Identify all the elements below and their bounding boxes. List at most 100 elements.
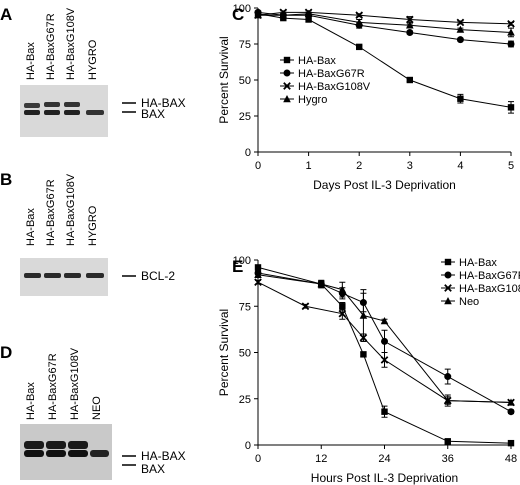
- panel-e: E 0 25 50 75 100 0 12 24 36 48 Hours Post IL-3 Dep…: [217, 255, 520, 485]
- chart-c-point-3-2: [304, 9, 313, 17]
- band-label-b-bcl2: BCL-2: [141, 269, 175, 283]
- panel-letter-a: A: [0, 5, 12, 24]
- chart-c-legend-label-1: HA-BaxG67R: [298, 68, 365, 80]
- chart-e-xlabel: Hours Post IL-3 Deprivation: [311, 471, 458, 485]
- band-a-bax-3: [64, 110, 80, 115]
- chart-e-point-2-2: [338, 309, 347, 318]
- band-d-bax-4: [90, 450, 109, 457]
- band-d-bax-1: [24, 450, 44, 457]
- chart-c-legend-label-2: HA-BaxG108V: [298, 81, 371, 93]
- chart-e-xtick-label-2: 24: [378, 453, 390, 465]
- chart-c-point-2-4: [405, 15, 414, 24]
- chart-c-ytick-label-1: 25: [239, 111, 251, 123]
- lane-label-b-4: HYGRO: [87, 205, 99, 246]
- chart-c-point-3-1: [279, 11, 288, 19]
- band-b-bcl2-4: [86, 273, 104, 278]
- band-d-bax-2: [46, 450, 66, 457]
- band-d-habax-1: [24, 441, 44, 449]
- chart-c-xtick-label-4: 4: [457, 160, 463, 172]
- chart-e-point-2-4: [380, 356, 389, 364]
- chart-e-point-3-3: [359, 311, 368, 319]
- chart-e-point-1-5: [444, 373, 452, 381]
- chart-e-legend-label-3: Neo: [459, 296, 479, 308]
- chart-c-point-2-3: [355, 11, 364, 20]
- chart-c-series-0: [254, 10, 515, 114]
- lane-label-d-2: HA-BaxG67R: [47, 353, 59, 420]
- lane-label-a-1: HA-Bax: [25, 42, 37, 80]
- band-label-a-habax: HA-BAX: [141, 96, 186, 110]
- chart-e-point-3-1: [317, 280, 326, 288]
- chart-c-point-1-6: [507, 40, 515, 48]
- chart-c-ytick-label-4: 100: [233, 3, 251, 15]
- chart-e-point-0-5: [444, 438, 451, 445]
- chart-c-xtick-label-2: 2: [356, 160, 362, 172]
- chart-c-series-line-0: [257, 13, 512, 108]
- blot-d: [20, 424, 112, 480]
- band-d-habax-3: [68, 441, 88, 449]
- blot-b: [20, 258, 108, 296]
- chart-c-ytick-label-2: 50: [239, 75, 251, 87]
- chart-c-point-2-6: [507, 20, 515, 28]
- chart-e-xtick-label-3: 36: [442, 453, 454, 465]
- chart-e-point-3-0: [254, 270, 262, 278]
- chart-e-point-0-4: [381, 408, 388, 415]
- chart-e-ytick-label-4: 100: [233, 255, 251, 267]
- chart-c-ytick-label-3: 75: [239, 39, 251, 51]
- chart-c-point-0-2: [305, 16, 312, 23]
- lane-label-b-2: HA-BaxG67R: [45, 179, 57, 246]
- chart-c-point-1-5: [456, 36, 464, 44]
- band-label-d-bax: BAX: [141, 462, 165, 476]
- chart-c-xtick-label-0: 0: [255, 160, 261, 172]
- lane-label-d-3: HA-BaxG108V: [69, 347, 81, 420]
- band-a-habax-1: [24, 103, 40, 108]
- chart-e-point-0-6: [507, 439, 515, 447]
- chart-e-legend-label-1: HA-BaxG67R: [459, 270, 520, 282]
- chart-c-legend-label-0: HA-Bax: [298, 55, 336, 67]
- panel-b: B HA-Bax HA-BaxG67R HA-BaxG108V HYGRO BC…: [0, 170, 175, 296]
- lane-labels-a: HA-Bax HA-BaxG67R HA-BaxG108V HYGRO: [25, 7, 99, 80]
- panel-letter-b: B: [0, 170, 12, 189]
- chart-c-point-3-0: [254, 11, 262, 19]
- lane-label-d-1: HA-Bax: [25, 382, 37, 420]
- chart-c-legend-marker-1: [283, 69, 291, 77]
- panel-letter-c: C: [232, 5, 244, 24]
- band-a-bax-1: [24, 110, 40, 115]
- chart-c-point-3-6: [507, 28, 515, 36]
- chart-e-ytick-label-1: 25: [239, 394, 251, 406]
- chart-c-series-2: [254, 8, 515, 28]
- chart-c-ylabel: Percent Survival: [217, 36, 231, 123]
- chart-c-ytick-label-0: 0: [245, 147, 251, 159]
- chart-e-legend-marker-1: [444, 271, 452, 279]
- band-a-habax-2: [44, 102, 60, 107]
- chart-c-xtick-label-5: 5: [508, 160, 514, 172]
- chart-c-series-3: [254, 9, 515, 38]
- chart-e-point-0-0: [254, 264, 262, 271]
- chart-c-legend-marker-2: [283, 82, 291, 90]
- band-d-habax-2: [46, 441, 66, 449]
- chart-e-ytick-label-2: 50: [239, 348, 251, 360]
- chart-c-point-3-4: [406, 21, 414, 29]
- lane-labels-b: HA-Bax HA-BaxG67R HA-BaxG108V HYGRO: [25, 173, 99, 246]
- chart-e-point-2-1: [301, 302, 310, 311]
- chart-c-legend-label-3: Hygro: [298, 94, 327, 106]
- chart-c-xtick-label-3: 3: [407, 160, 413, 172]
- chart-c-point-0-6: [507, 104, 515, 111]
- chart-e-legend-label-2: HA-BaxG108V: [459, 283, 520, 295]
- chart-e-point-0-3: [360, 351, 367, 358]
- panel-a: A HA-Bax HA-BaxG67R HA-BaxG108V HYGRO HA…: [0, 5, 186, 137]
- chart-c-point-3-5: [456, 25, 465, 33]
- band-b-bcl2-2: [44, 273, 61, 278]
- chart-e-xtick-label-1: 12: [315, 453, 327, 465]
- chart-c-point-0-3: [356, 43, 363, 51]
- chart-e-legend-marker-3: [444, 297, 452, 305]
- chart-e: 0 25 50 75 100 0 12 24 36 48 Hours Post IL-3 Depri…: [217, 255, 520, 485]
- blot-a: [20, 85, 108, 137]
- chart-e-legend-marker-0: [444, 258, 452, 266]
- chart-e-series-3: [254, 270, 515, 406]
- chart-e-xtick-label-4: 48: [505, 453, 517, 465]
- band-label-a-bax: BAX: [141, 107, 165, 121]
- band-label-d-habax: HA-BAX: [141, 449, 186, 463]
- lane-label-a-2: HA-BaxG67R: [45, 13, 57, 80]
- chart-e-point-1-4: [381, 337, 388, 345]
